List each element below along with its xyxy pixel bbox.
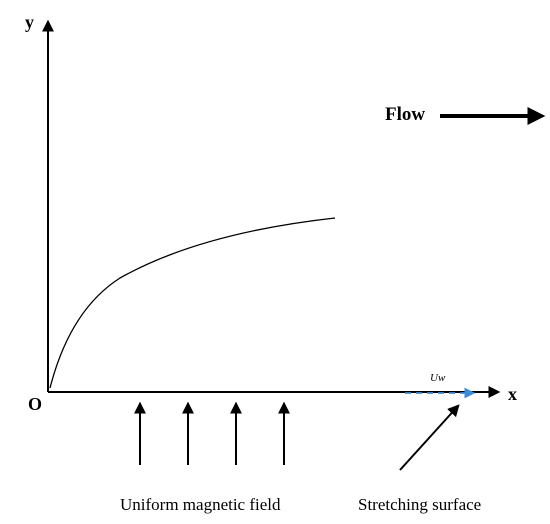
- boundary-layer-curve: [50, 218, 335, 388]
- y-axis-label: y: [25, 12, 34, 33]
- magnetic-field-label: Uniform magnetic field: [120, 495, 281, 515]
- flow-label: Flow: [385, 104, 425, 126]
- diagram-svg: [0, 0, 550, 524]
- stretching-surface-label: Stretching surface: [358, 495, 481, 515]
- x-axis-label: x: [508, 384, 517, 405]
- diagram-canvas: y x O Flow Uw Uniform magnetic field Str…: [0, 0, 550, 524]
- stretching-arrow: [400, 406, 458, 470]
- origin-label: O: [28, 394, 42, 415]
- uw-label: Uw: [430, 372, 445, 384]
